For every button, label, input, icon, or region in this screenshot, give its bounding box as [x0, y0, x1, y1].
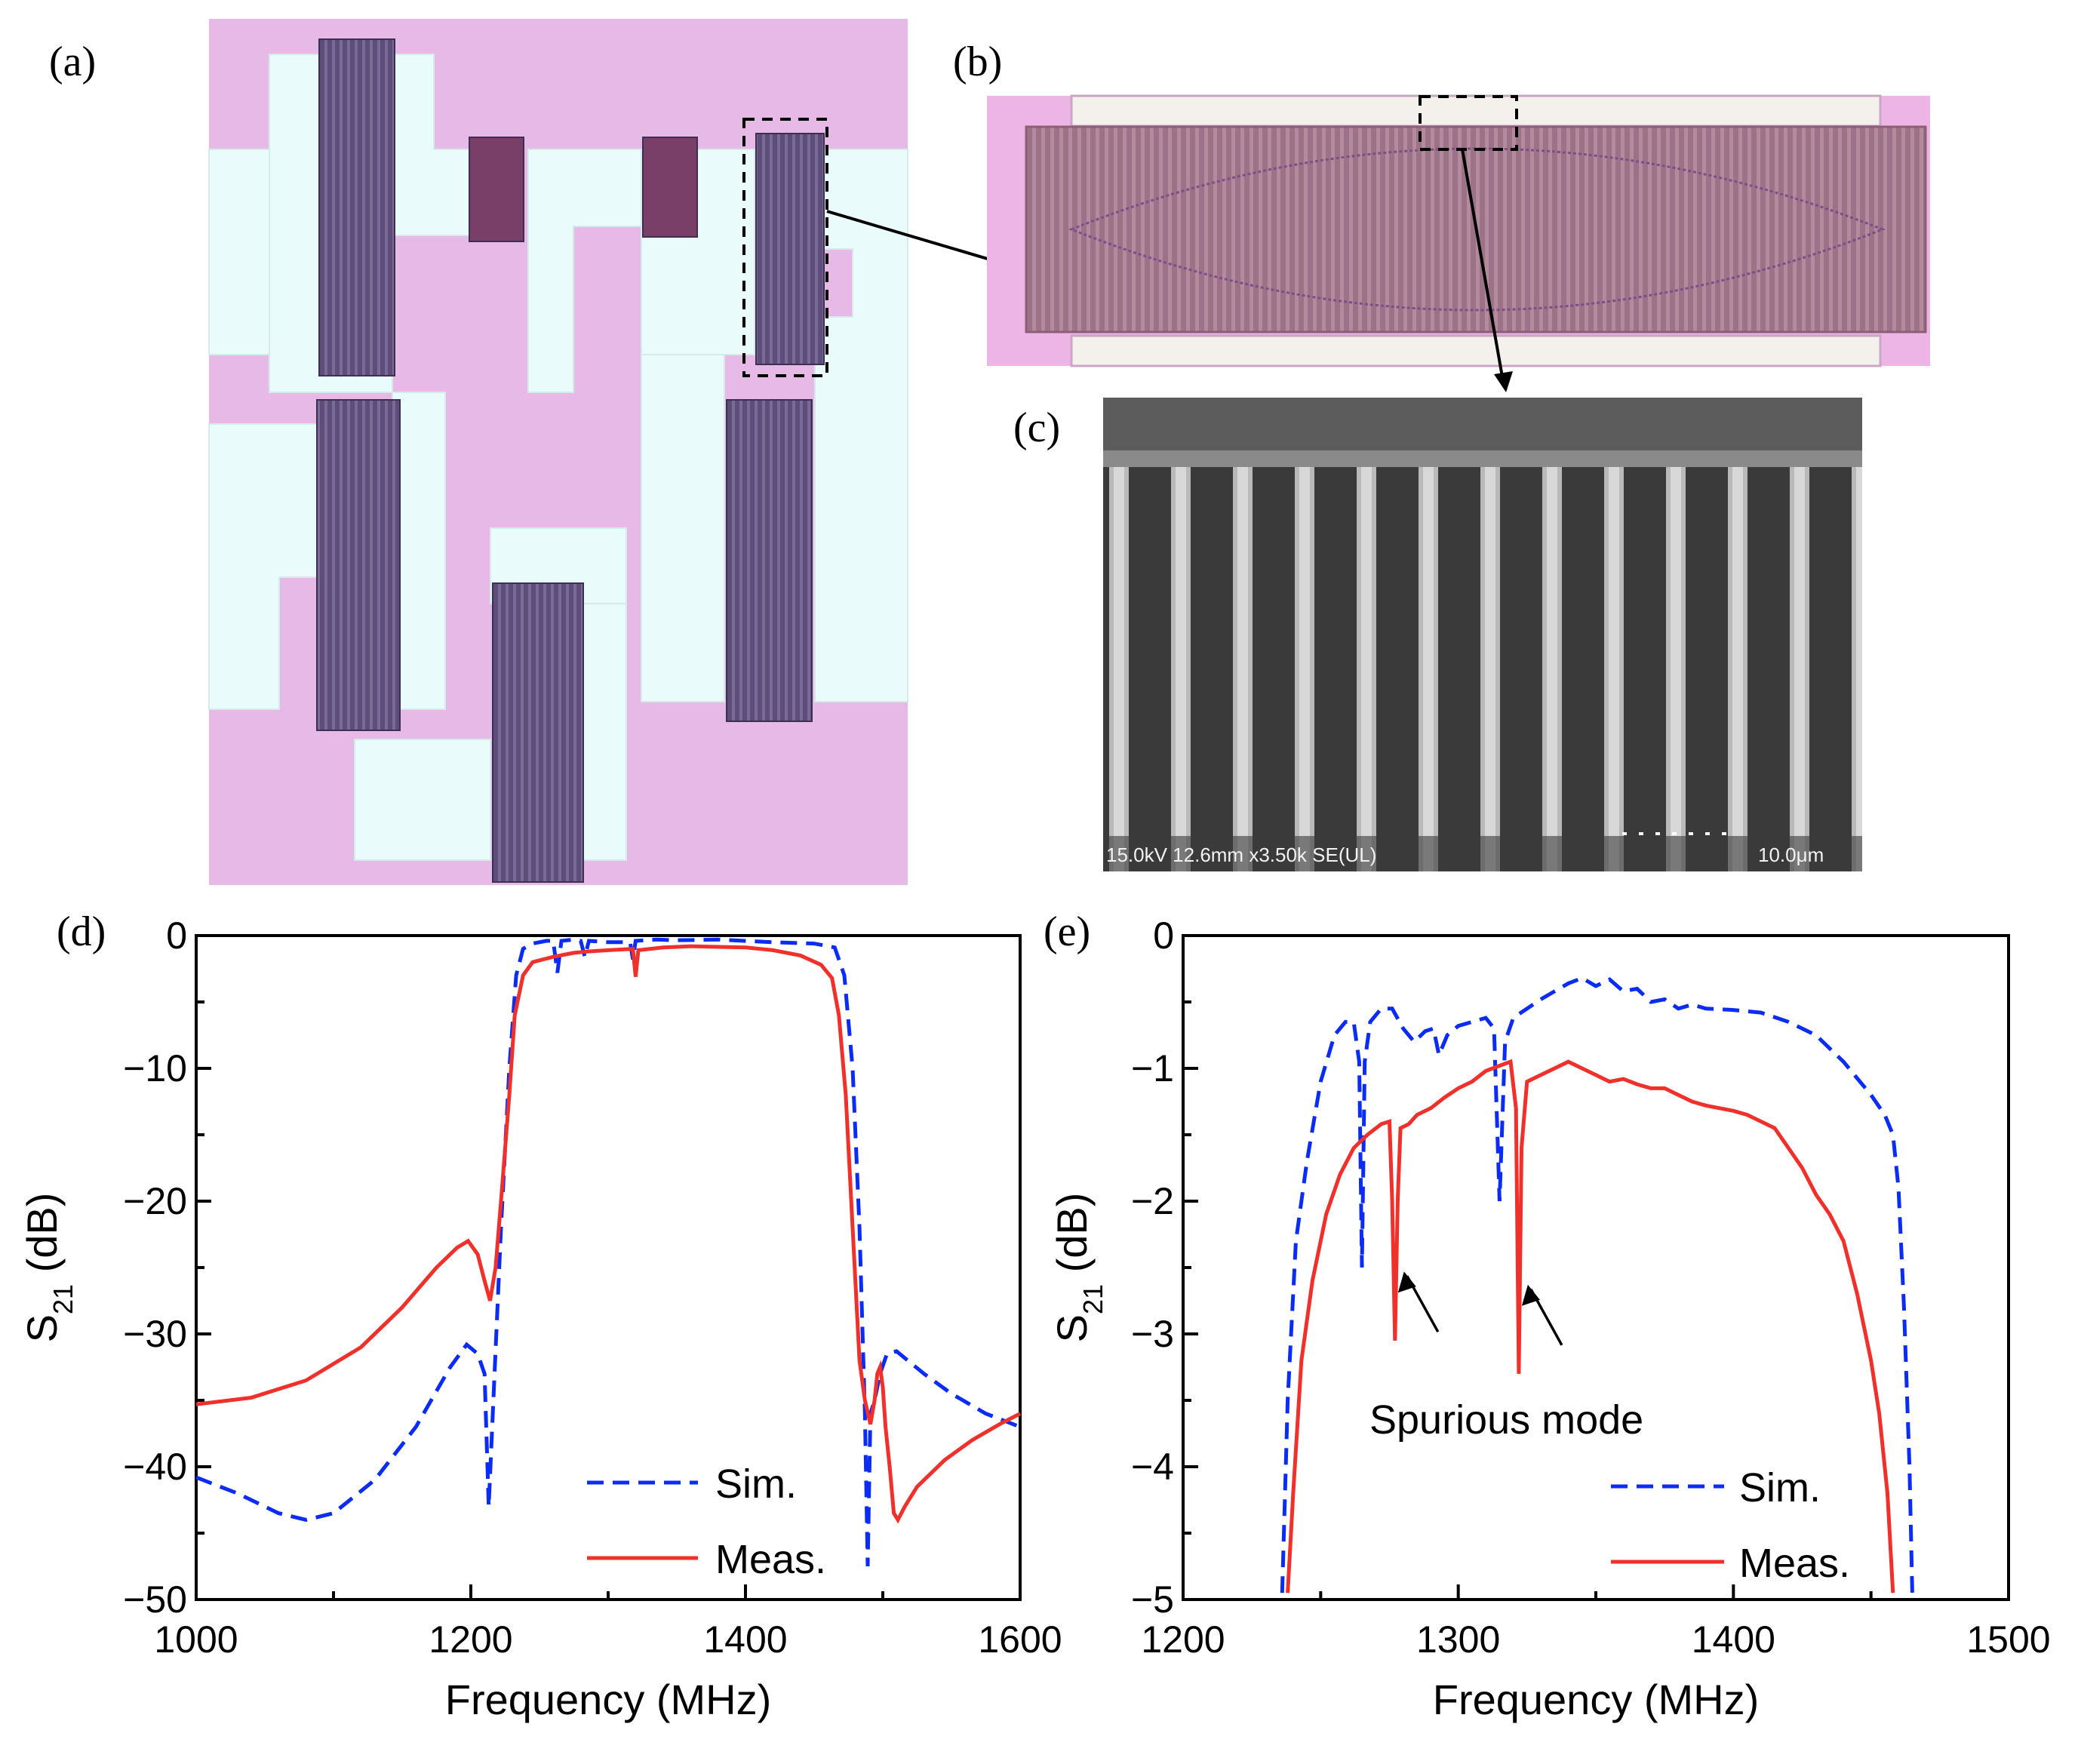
arrow-b-to-c	[1461, 149, 1505, 382]
panel-label-d: (d)	[57, 908, 106, 955]
panel-c-sem: 15.0kV 12.6mm x3.50k SE(UL) 10.0μm	[1103, 398, 1862, 871]
chart-e-ytick-label: −5	[1131, 1578, 1174, 1621]
chart-d-ytick-label: −30	[123, 1313, 187, 1355]
chart-e-ylabel: S21 (dB)	[1048, 1193, 1108, 1343]
chart-e-legend-meas-label: Meas.	[1739, 1541, 1850, 1586]
chart-d-xlabel: Frequency (MHz)	[445, 1676, 772, 1723]
chart-d: 1000 1200 1400 1600 0 −10 −20 −30 −40 −5…	[18, 914, 1062, 1723]
panel-b-resonator	[987, 94, 1930, 392]
zoom-box-b	[1419, 95, 1518, 151]
panel-label-e: (e)	[1044, 908, 1090, 955]
chart-d-xtick-label: 1600	[978, 1618, 1062, 1661]
chart-d-legend-sim-label: Sim.	[715, 1461, 797, 1507]
chart-e-xtick-label: 1200	[1141, 1618, 1225, 1661]
panel-label-a: (a)	[49, 38, 96, 85]
chart-e-ytick-label: 0	[1153, 914, 1174, 957]
chart-e-ylabel-sub: 21	[1077, 1284, 1108, 1314]
chart-e-ytick-label: −4	[1131, 1446, 1174, 1488]
chart-e-ytick-label: −2	[1131, 1180, 1174, 1222]
panel-label-c: (c)	[1013, 404, 1060, 451]
chart-e: 1200 1300 1400 1500 0 −1 −2 −3 −4 −5 Fre…	[1048, 914, 2051, 1723]
chart-d-ylabel-sub: 21	[48, 1284, 78, 1314]
zoom-box-a	[742, 118, 828, 377]
chart-e-series-sim	[1280, 976, 1914, 1593]
panel-a-micrograph	[208, 19, 1068, 885]
chart-d-ylabel-main: S	[18, 1314, 66, 1342]
chart-d-xtick-label: 1200	[429, 1618, 512, 1661]
sem-info-text: 15.0kV 12.6mm x3.50k SE(UL)	[1106, 844, 1376, 866]
chart-e-ytick-label: −3	[1131, 1313, 1174, 1355]
chart-e-xtick-label: 1300	[1416, 1618, 1500, 1661]
chart-d-ytick-label: 0	[166, 914, 187, 957]
chart-d-ticks	[195, 934, 1022, 1601]
chart-d-ytick-label: −50	[123, 1578, 187, 1621]
chart-e-ylabel-main: S	[1048, 1314, 1096, 1342]
chart-e-xtick-label: 1500	[1966, 1618, 2050, 1661]
chart-d-ylabel: S21 (dB)	[18, 1193, 78, 1343]
chart-e-annotation: Spurious mode	[1369, 1397, 1643, 1443]
annotation-arrowhead	[1521, 1284, 1540, 1306]
annotation-arrowhead	[1397, 1271, 1416, 1293]
chart-e-ticks	[1182, 934, 2010, 1601]
chart-e-xlabel: Frequency (MHz)	[1433, 1676, 1760, 1723]
chart-e-ytick-label: −1	[1131, 1047, 1174, 1089]
sem-scale-text: 10.0μm	[1758, 844, 1824, 866]
panel-label-b: (b)	[953, 38, 1002, 85]
chart-e-ylabel-unit: (dB)	[1048, 1193, 1096, 1284]
chart-d-xtick-label: 1400	[703, 1618, 787, 1661]
chart-d-ytick-label: −20	[123, 1180, 187, 1222]
chart-e-xtick-label: 1400	[1692, 1618, 1775, 1661]
chart-e-legend-sim-label: Sim.	[1739, 1465, 1821, 1510]
chart-d-series-meas	[195, 944, 1022, 1524]
chart-d-ytick-label: −10	[123, 1047, 187, 1089]
chart-d-ylabel-unit: (dB)	[18, 1193, 66, 1284]
chart-d-frame	[195, 934, 1022, 1601]
chart-d-ytick-label: −40	[123, 1446, 187, 1488]
chart-e-legend: Sim. Meas.	[1611, 1465, 1850, 1586]
chart-d-legend: Sim. Meas.	[587, 1461, 826, 1582]
chart-d-series-sim	[195, 937, 1021, 1567]
chart-e-series-meas	[1286, 1059, 1895, 1593]
chart-d-xtick-label: 1000	[154, 1618, 238, 1661]
resonators	[316, 38, 825, 883]
chart-e-annotation-arrows	[1397, 1271, 1563, 1346]
chart-d-legend-meas-label: Meas.	[715, 1537, 826, 1582]
chart-e-frame	[1182, 934, 2010, 1601]
